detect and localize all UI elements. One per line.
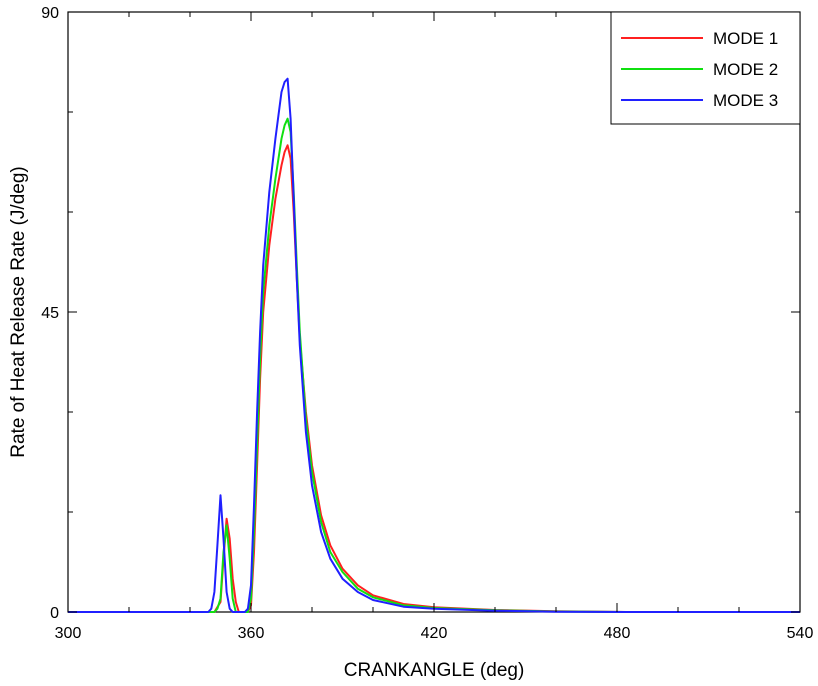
series-line-mode-3: [68, 77, 800, 613]
y-tick-label: 90: [41, 5, 59, 22]
y-axis-ticks: 0 45 90: [41, 5, 800, 622]
y-axis-title: Rate of Heat Release Rate (J/deg): [8, 166, 29, 458]
x-tick-label: 420: [421, 625, 448, 642]
plot-area: 300 360 420 480 540 0 45 90: [41, 5, 813, 642]
x-tick-label: 540: [787, 625, 814, 642]
y-tick-label: 0: [50, 605, 59, 622]
x-tick-label: 480: [604, 625, 631, 642]
x-tick-label: 360: [238, 625, 265, 642]
legend-label-mode-3: MODE 3: [713, 91, 778, 110]
x-axis-ticks: 300 360 420 480 540: [55, 12, 814, 642]
x-axis-title: CRANKANGLE (deg): [344, 660, 525, 681]
x-tick-label: 300: [55, 625, 82, 642]
series-line-mode-2: [68, 117, 800, 613]
series-line-mode-1: [68, 144, 800, 613]
legend: MODE 1 MODE 2 MODE 3: [610, 11, 801, 125]
legend-label-mode-1: MODE 1: [713, 29, 778, 48]
series-layer: [68, 77, 800, 613]
y-tick-label: 45: [41, 305, 59, 322]
legend-label-mode-2: MODE 2: [713, 60, 778, 79]
